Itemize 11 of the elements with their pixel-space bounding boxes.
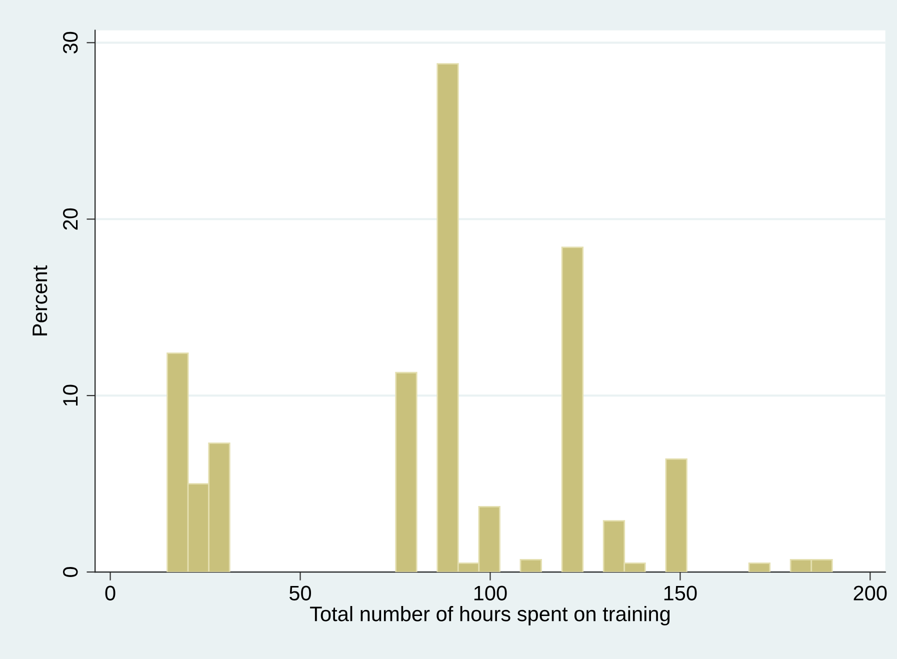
y-tick-label: 0 — [63, 567, 78, 577]
x-axis-title: Total number of hours spent on training — [310, 606, 670, 626]
x-tick-label: 150 — [664, 586, 697, 601]
x-tick-label: 100 — [474, 586, 507, 601]
x-tick-label: 200 — [854, 586, 887, 601]
x-tick-label: 0 — [105, 586, 116, 601]
y-tick-label: 20 — [63, 208, 78, 230]
y-tick-label: 30 — [63, 32, 78, 54]
y-tick-label: 10 — [63, 384, 78, 406]
y-axis-title: Percent — [32, 265, 48, 336]
x-tick-label: 50 — [289, 586, 312, 601]
